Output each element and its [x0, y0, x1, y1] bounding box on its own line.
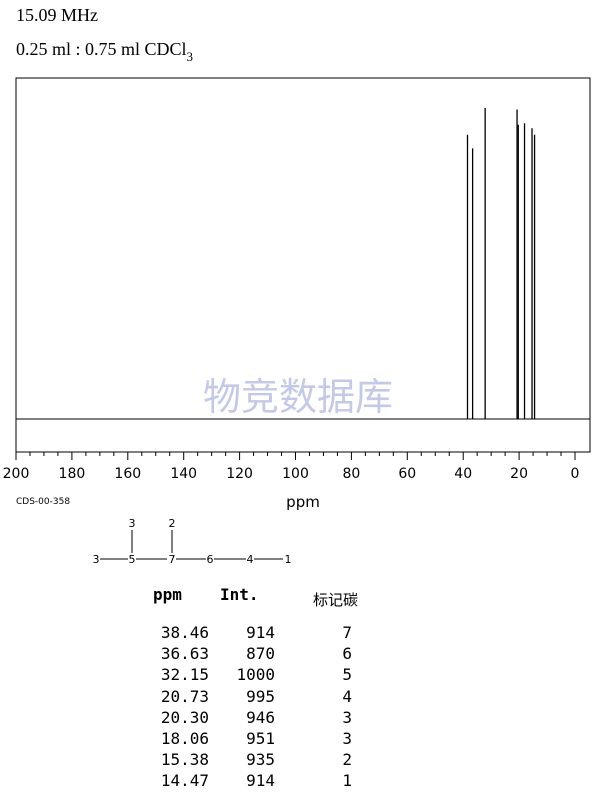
peaks — [466, 108, 536, 419]
cell-carbon: 4 — [342, 686, 352, 706]
cell-int: 946 — [246, 707, 275, 727]
atom-label: 4 — [247, 553, 254, 566]
x-tick-label-7: 60 — [398, 466, 416, 482]
atom-label: 1 — [285, 553, 292, 566]
x-axis-title: ppm — [286, 493, 320, 511]
col-header-int: Int. — [220, 585, 259, 604]
watermark: 物竞数据库 — [203, 375, 393, 419]
col-header-carbon: 标记碳 — [313, 591, 359, 609]
cell-ppm: 14.47 — [160, 771, 209, 791]
atom-label: 3 — [129, 517, 136, 530]
x-tick-label-3: 140 — [170, 466, 197, 482]
sample-description: 0.25 ml : 0.75 ml CDCl3 — [16, 39, 193, 65]
x-tick-label-8: 40 — [454, 466, 472, 482]
x-tick-label-10: 0 — [571, 466, 580, 482]
cell-carbon: 3 — [342, 729, 352, 748]
atom-label: 6 — [207, 553, 214, 566]
sample-text: 0.25 ml : 0.75 ml CDCl — [16, 39, 187, 59]
cell-int: 951 — [246, 729, 275, 748]
spectrometer-frequency: 15.09 MHz — [16, 5, 98, 25]
x-tick-label-0: 200 — [3, 466, 30, 482]
cell-int: 914 — [246, 623, 275, 642]
col-header-ppm: ppm — [153, 585, 182, 604]
x-tick-label-5: 100 — [282, 466, 309, 482]
atom-label: 5 — [129, 553, 136, 566]
cell-ppm: 32.15 — [160, 665, 209, 685]
atom-label: 7 — [169, 553, 176, 566]
atom-label: 2 — [169, 517, 176, 530]
cell-carbon: 3 — [342, 707, 352, 727]
x-tick-label-6: 80 — [342, 466, 360, 482]
x-tick-label-1: 180 — [59, 466, 86, 482]
cell-ppm: 20.73 — [160, 686, 209, 706]
cell-int: 914 — [246, 771, 275, 791]
x-axis-ticks: 200 180 160 140 120 100 80 60 40 20 0 — [3, 452, 580, 482]
nmr-spectrum-chart: 物竞数据库 200 180 160 140 120 100 80 60 40 20 0 ppm — [3, 77, 591, 511]
cell-int: 870 — [246, 644, 275, 664]
cell-carbon: 1 — [342, 771, 352, 791]
cell-carbon: 2 — [342, 750, 352, 770]
x-tick-label-9: 20 — [510, 466, 528, 482]
cell-int: 1000 — [236, 665, 275, 685]
compound-code: CDS-00-358 — [16, 497, 71, 507]
x-tick-label-2: 160 — [114, 466, 141, 482]
cell-carbon: 6 — [342, 644, 352, 664]
x-tick-label-4: 120 — [226, 466, 253, 482]
cell-carbon: 7 — [342, 623, 352, 642]
sample-subscript: 3 — [186, 49, 194, 64]
cell-carbon: 5 — [342, 665, 352, 685]
cell-int: 995 — [246, 686, 275, 706]
cell-ppm: 18.06 — [160, 729, 209, 748]
cell-int: 935 — [246, 750, 275, 770]
plot-frame — [15, 77, 591, 453]
cell-ppm: 20.30 — [160, 707, 209, 727]
atom-label: 3 — [93, 553, 100, 566]
cell-ppm: 15.38 — [160, 750, 209, 770]
cell-ppm: 38.46 — [160, 623, 209, 642]
cell-ppm: 36.63 — [160, 644, 209, 664]
